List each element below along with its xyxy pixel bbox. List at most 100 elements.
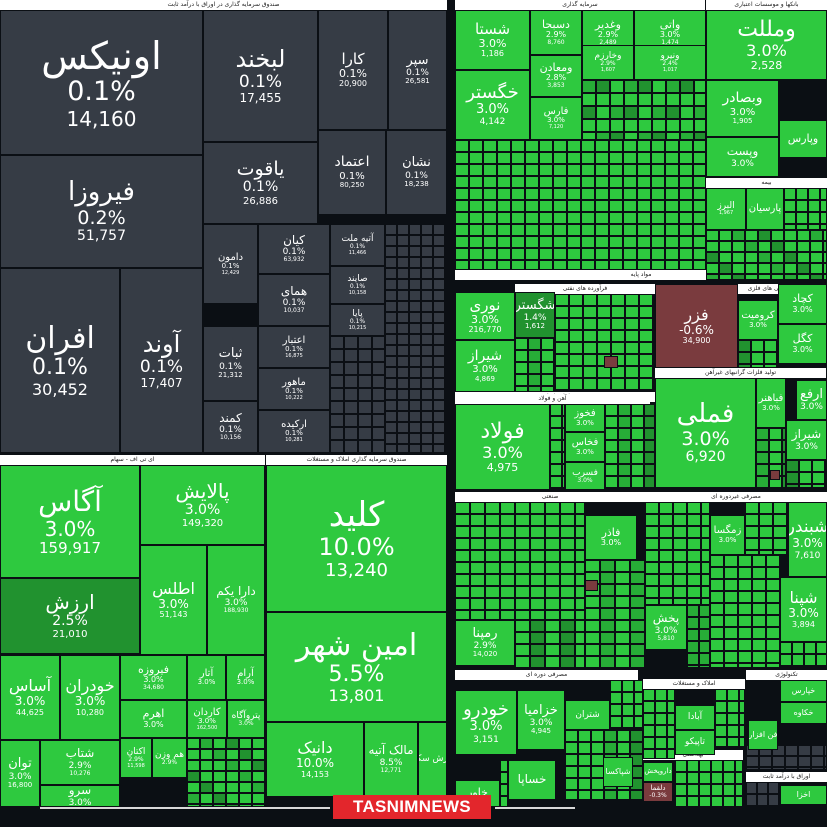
small-holding-tile[interactable]	[511, 248, 525, 260]
small-holding-tile[interactable]	[567, 200, 581, 212]
small-holding-tile[interactable]	[553, 176, 567, 188]
small-holding-tile[interactable]	[623, 212, 637, 224]
small-holding-tile[interactable]	[679, 140, 693, 152]
small-holding-tile[interactable]	[455, 248, 469, 260]
small-holding-tile[interactable]	[665, 224, 679, 236]
treemap-tile[interactable]: آگاس 3.0% 159,917	[0, 465, 140, 578]
small-consumer-tile[interactable]	[766, 603, 780, 615]
small-metal-tile[interactable]	[812, 460, 825, 472]
small-holding-tile[interactable]	[582, 93, 596, 106]
treemap-tile[interactable]: ونیرو 2.4% 1,017	[634, 45, 706, 80]
small-industrial-tile[interactable]	[600, 596, 615, 608]
treemap-tile[interactable]: وپست 3.0%	[706, 137, 779, 177]
small-industrial-tile[interactable]	[515, 620, 530, 632]
small-holding-tile[interactable]	[539, 176, 553, 188]
small-realestate-tile[interactable]	[667, 689, 675, 701]
small-holding-tile[interactable]	[582, 106, 596, 119]
small-metal-tile[interactable]	[782, 440, 786, 452]
small-holding-tile[interactable]	[679, 200, 693, 212]
treemap-tile[interactable]: فزر -0.6% 34,900	[655, 284, 738, 368]
small-holding-tile[interactable]	[581, 164, 595, 176]
small-fund-tile[interactable]	[433, 268, 445, 279]
small-bank-tile[interactable]	[808, 200, 820, 212]
small-bank-tile[interactable]	[796, 224, 808, 230]
small-fund-tile[interactable]	[409, 290, 421, 301]
small-steel-tile[interactable]	[644, 428, 655, 440]
small-industrial-tile[interactable]	[455, 610, 470, 620]
small-industrial-tile[interactable]	[515, 514, 530, 526]
small-consumer-tile[interactable]	[645, 598, 659, 605]
small-industrial-tile[interactable]	[585, 644, 600, 656]
small-metal-tile[interactable]	[738, 340, 751, 352]
small-holding-tile[interactable]	[638, 119, 652, 132]
small-holding-tile[interactable]	[665, 140, 679, 152]
small-fund-tile[interactable]	[409, 235, 421, 246]
small-holding-tile[interactable]	[455, 260, 469, 270]
small-holding-tile[interactable]	[624, 132, 638, 140]
small-chemical-tile[interactable]	[625, 354, 639, 366]
small-auto-tile[interactable]	[604, 730, 617, 742]
small-holding-tile[interactable]	[679, 236, 693, 248]
small-holding-tile[interactable]	[553, 140, 567, 152]
treemap-tile[interactable]: فسرب 3.0%	[565, 462, 605, 490]
small-chemical-tile[interactable]	[569, 330, 583, 342]
small-holding-tile[interactable]	[567, 248, 581, 260]
small-industrial-tile[interactable]	[600, 632, 615, 644]
small-etf-tile[interactable]	[226, 771, 239, 782]
small-consumer-tile[interactable]	[759, 526, 773, 538]
small-chemical-tile[interactable]	[611, 378, 625, 390]
small-insurance-tile[interactable]	[745, 263, 758, 274]
small-fund-tile[interactable]	[344, 388, 358, 401]
small-consumer-tile[interactable]	[659, 502, 673, 514]
small-holding-tile[interactable]	[553, 188, 567, 200]
small-health-tile[interactable]	[723, 760, 735, 772]
small-etf-tile[interactable]	[226, 760, 239, 771]
treemap-tile[interactable]: پتروآگاه 3.0%	[227, 700, 265, 738]
small-consumer-tile[interactable]	[738, 627, 752, 639]
small-fund-tile[interactable]	[372, 362, 385, 375]
small-industrial-tile[interactable]	[575, 656, 585, 668]
small-consumer-tile[interactable]	[710, 567, 724, 579]
small-holding-tile[interactable]	[469, 224, 483, 236]
small-bank-tile[interactable]	[820, 200, 827, 212]
small-fund-tile[interactable]	[358, 440, 372, 453]
small-holding-tile[interactable]	[679, 152, 693, 164]
small-consumer-tile[interactable]	[724, 615, 738, 627]
small-consumer-tile[interactable]	[645, 574, 659, 586]
small-health-tile[interactable]	[699, 760, 711, 772]
small-industrial-tile[interactable]	[515, 538, 530, 550]
small-bond-tile[interactable]	[798, 767, 811, 770]
small-insurance-tile[interactable]	[823, 230, 827, 241]
small-fund-tile[interactable]	[421, 235, 433, 246]
small-holding-tile[interactable]	[665, 176, 679, 188]
treemap-tile[interactable]: کگل 3.0%	[778, 324, 827, 364]
small-consumer-tile[interactable]	[738, 555, 752, 567]
small-consumer-tile[interactable]	[673, 562, 687, 574]
small-fund-tile[interactable]	[358, 414, 372, 427]
small-industrial-tile[interactable]	[530, 586, 545, 598]
small-holding-tile[interactable]	[596, 80, 610, 93]
small-fund-tile[interactable]	[385, 345, 397, 356]
small-industrial-tile[interactable]	[470, 502, 485, 514]
treemap-tile[interactable]: اعتبار 0.1% 16,875	[258, 326, 330, 368]
small-bank-tile[interactable]	[796, 188, 808, 200]
small-holding-tile[interactable]	[581, 176, 595, 188]
small-industrial-tile[interactable]	[545, 502, 560, 514]
treemap-tile[interactable]: دانیک 10.0% 14,153	[266, 722, 364, 797]
small-holding-tile[interactable]	[483, 212, 497, 224]
small-holding-tile[interactable]	[666, 80, 680, 93]
small-holding-tile[interactable]	[651, 200, 665, 212]
small-fund-tile[interactable]	[409, 389, 421, 400]
small-insurance-tile[interactable]	[706, 263, 719, 274]
small-fund-tile[interactable]	[433, 301, 445, 312]
treemap-tile[interactable]: کرومیت 3.0%	[738, 300, 778, 340]
small-holding-tile[interactable]	[623, 236, 637, 248]
treemap-tile[interactable]: نوری 3.0% 216,770	[455, 292, 515, 340]
small-bond-tile[interactable]	[759, 767, 772, 770]
small-chemical-tile[interactable]	[555, 330, 569, 342]
small-realestate-tile[interactable]	[727, 689, 739, 701]
small-holding-tile[interactable]	[596, 93, 610, 106]
small-auto-tile[interactable]	[565, 766, 578, 778]
small-health-tile[interactable]	[723, 796, 735, 807]
small-holding-tile[interactable]	[694, 80, 706, 93]
